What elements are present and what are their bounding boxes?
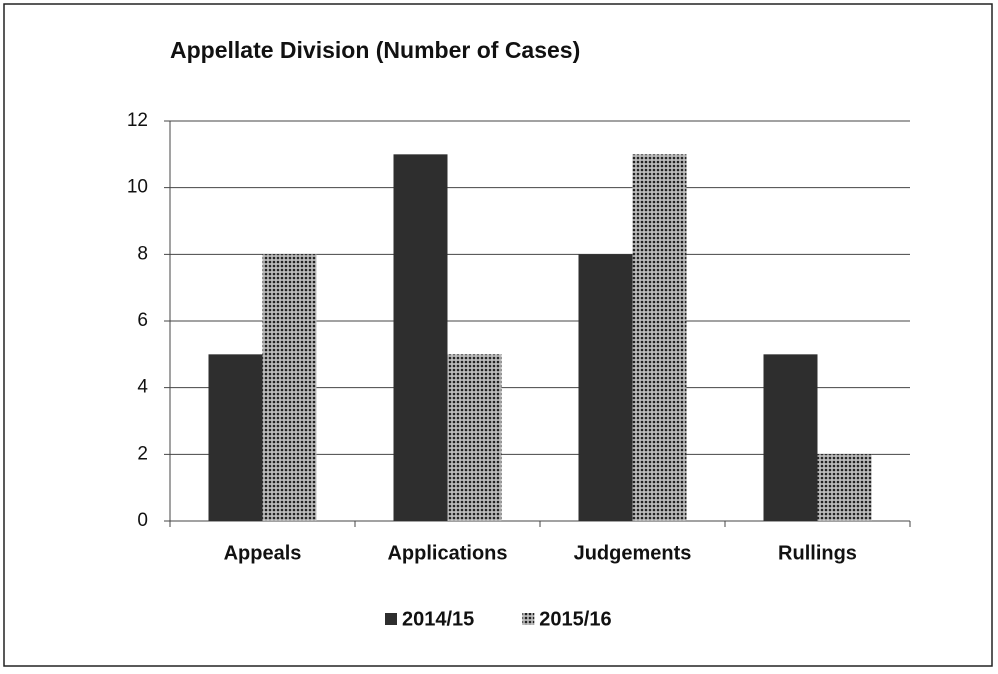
x-tick-label: Appeals [224, 542, 302, 564]
y-tick-label: 4 [137, 377, 148, 398]
y-tick-label: 0 [137, 510, 148, 531]
bar [763, 354, 818, 521]
y-tick-label: 8 [137, 243, 148, 264]
legend-label: 2014/15 [402, 608, 474, 630]
y-tick-label: 6 [137, 310, 148, 331]
bar [447, 354, 502, 521]
chart-title: Appellate Division (Number of Cases) [170, 37, 580, 63]
bar [578, 254, 633, 522]
y-tick-label: 10 [127, 177, 148, 198]
legend-swatch [522, 613, 535, 625]
legend-swatch [385, 613, 397, 625]
y-tick-label: 12 [127, 110, 148, 131]
x-tick-label: Judgements [574, 542, 692, 564]
bar [393, 154, 448, 522]
bar [262, 254, 317, 522]
legend-label: 2015/16 [539, 608, 611, 630]
bar [208, 354, 263, 521]
x-tick-label: Rullings [778, 542, 857, 564]
chart-frame [3, 3, 993, 667]
y-tick-label: 2 [137, 443, 148, 464]
x-tick-label: Applications [387, 542, 507, 564]
bar [632, 154, 687, 522]
bar [817, 454, 872, 521]
